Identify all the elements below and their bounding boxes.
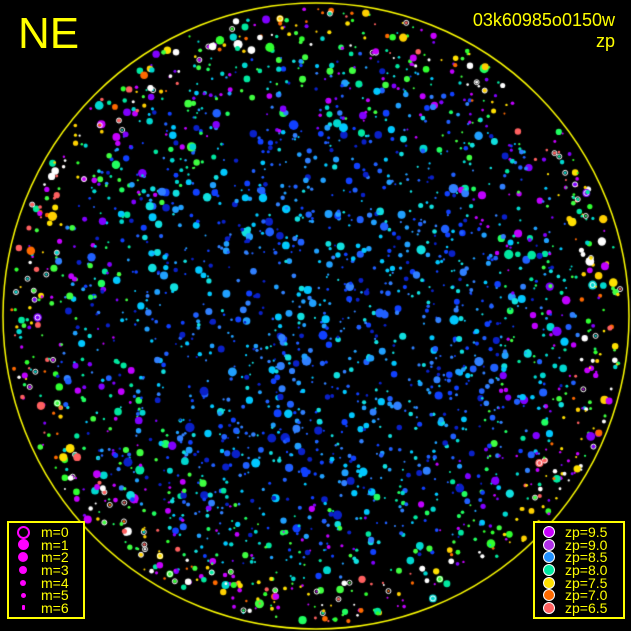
legend-item-m3: m=3	[15, 562, 77, 579]
dot-marker-icon	[15, 579, 31, 586]
zp-legend: zp=9.5 zp=9.0 zp=8.5 zp=8.0 zp=7.5 zp=7.…	[533, 521, 625, 620]
legend-label: m=6	[41, 599, 69, 616]
color-swatch-icon	[541, 526, 557, 539]
color-swatch-icon	[541, 551, 557, 564]
dot-marker-icon	[15, 566, 31, 575]
legend-item-m5: m=5	[15, 587, 77, 604]
frame-title: 03k60985o0150w zp	[473, 10, 615, 52]
color-swatch-icon	[541, 601, 557, 614]
legend-label: zp=7.5	[565, 574, 608, 591]
color-swatch-icon	[541, 564, 557, 577]
legend-label: m=5	[41, 587, 69, 604]
legend-label: m=2	[41, 549, 69, 566]
color-swatch-icon	[541, 589, 557, 602]
legend-item-m2: m=2	[15, 549, 77, 566]
legend-item-zp65: zp=6.5	[541, 599, 617, 616]
dot-marker-icon	[15, 592, 31, 598]
dot-marker-icon	[15, 552, 31, 563]
legend-label: zp=8.0	[565, 562, 608, 579]
legend-label: zp=7.0	[565, 587, 608, 604]
legend-label: zp=9.0	[565, 536, 608, 553]
legend-item-m4: m=4	[15, 574, 77, 591]
orientation-label: NE	[18, 9, 80, 58]
legend-label: m=1	[41, 536, 69, 553]
legend-label: m=0	[41, 524, 69, 541]
color-swatch-icon	[541, 576, 557, 589]
legend-label: m=3	[41, 562, 69, 579]
legend-item-zp75: zp=7.5	[541, 574, 617, 591]
legend-item-m0: m=0	[15, 524, 77, 541]
legend-label: zp=8.5	[565, 549, 608, 566]
legend-item-zp80: zp=8.0	[541, 562, 617, 579]
legend-label: m=4	[41, 574, 69, 591]
dot-marker-icon	[15, 605, 31, 611]
legend-item-zp85: zp=8.5	[541, 549, 617, 566]
legend-item-m6: m=6	[15, 599, 77, 616]
legend-label: zp=9.5	[565, 524, 608, 541]
legend-item-m1: m=1	[15, 536, 77, 553]
frame-id: 03k60985o0150w	[472, 10, 615, 30]
ring-marker-icon	[15, 525, 31, 539]
magnitude-legend: m=0 m=1 m=2 m=3 m=4 m=5 m=6	[7, 521, 85, 620]
color-swatch-icon	[541, 538, 557, 551]
dot-marker-icon	[15, 539, 31, 551]
legend-item-zp70: zp=7.0	[541, 587, 617, 604]
legend-item-zp95: zp=9.5	[541, 524, 617, 541]
legend-label: zp=6.5	[565, 599, 608, 616]
legend-item-zp90: zp=9.0	[541, 536, 617, 553]
color-mode: zp	[595, 31, 615, 51]
